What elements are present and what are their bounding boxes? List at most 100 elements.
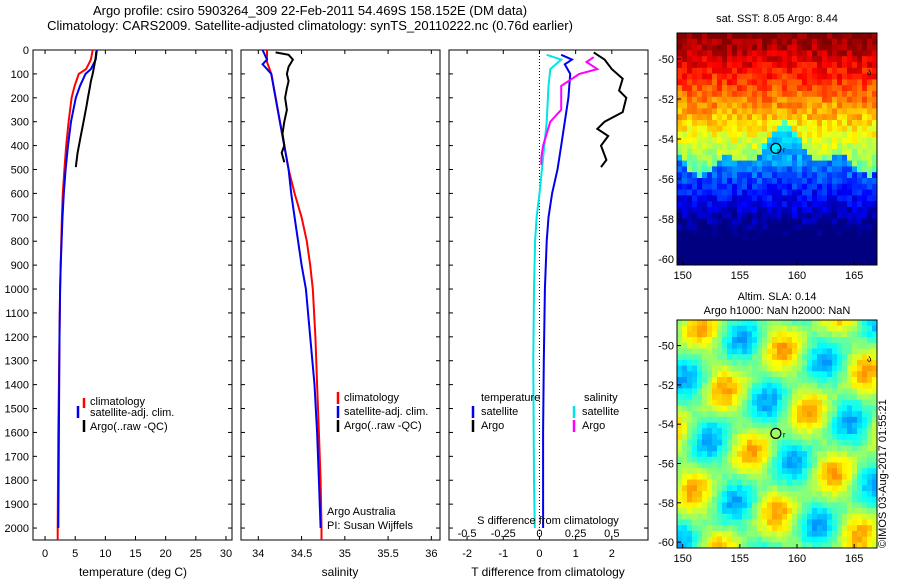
heatmap-cell — [732, 212, 738, 219]
heatmap-cell — [737, 189, 743, 196]
heatmap-cell — [842, 462, 848, 469]
heatmap-cell — [697, 33, 703, 40]
heatmap-cell — [682, 44, 688, 51]
heatmap-cell — [872, 247, 878, 254]
heatmap-cell — [752, 102, 758, 109]
heatmap-cell — [867, 530, 873, 537]
heatmap-cell — [702, 456, 708, 463]
heatmap-cell — [822, 382, 828, 389]
heatmap-cell — [767, 201, 773, 208]
heatmap-cell — [847, 154, 853, 161]
heatmap-cell — [867, 224, 873, 231]
heatmap-cell — [817, 67, 823, 74]
heatmap-cell — [867, 178, 873, 185]
heatmap-cell — [722, 160, 728, 167]
heatmap-cell — [872, 212, 878, 219]
heatmap-cell — [697, 513, 703, 520]
heatmap-cell — [842, 536, 848, 543]
heatmap-cell — [677, 102, 683, 109]
heatmap-cell — [772, 67, 778, 74]
heatmap-cell — [852, 405, 858, 412]
heatmap-cell — [832, 114, 838, 121]
heatmap-cell — [702, 342, 708, 349]
heatmap-cell — [742, 348, 748, 355]
heatmap-cell — [842, 382, 848, 389]
heatmap-cell — [762, 114, 768, 121]
heatmap-cell — [857, 496, 863, 503]
heatmap-cell — [867, 536, 873, 543]
heatmap-cell — [752, 253, 758, 260]
heatmap-cell — [727, 33, 733, 40]
heatmap-cell — [792, 38, 798, 45]
heatmap-cell — [717, 382, 723, 389]
heatmap-cell — [817, 536, 823, 543]
heatmap-cell — [792, 536, 798, 543]
heatmap-cell — [842, 73, 848, 80]
heatmap-cell — [712, 178, 718, 185]
heatmap-cell — [812, 428, 818, 435]
heatmap-cell — [682, 542, 688, 549]
heatmap-cell — [842, 189, 848, 196]
heatmap-cell — [722, 348, 728, 355]
heatmap-cell — [737, 416, 743, 423]
heatmap-cell — [847, 218, 853, 225]
heatmap-cell — [797, 96, 803, 103]
heatmap-cell — [742, 38, 748, 45]
heatmap-cell — [812, 530, 818, 537]
heatmap-cell — [772, 508, 778, 515]
heatmap-cell — [737, 439, 743, 446]
heatmap-cell — [872, 331, 878, 338]
legend-label-satellite: satellite-adj. clim. — [90, 407, 174, 419]
heatmap-cell — [787, 33, 793, 40]
heatmap-cell — [772, 212, 778, 219]
heatmap-cell — [867, 44, 873, 51]
heatmap-cell — [712, 253, 718, 260]
heatmap-cell — [832, 508, 838, 515]
heatmap-cell — [697, 38, 703, 45]
heatmap-cell — [817, 456, 823, 463]
heatmap-cell — [697, 536, 703, 543]
heatmap-cell — [712, 382, 718, 389]
heatmap-cell — [812, 422, 818, 429]
heatmap-cell — [842, 236, 848, 243]
heatmap-cell — [682, 183, 688, 190]
heatmap-cell — [752, 485, 758, 492]
heatmap-cell — [867, 120, 873, 127]
heatmap-cell — [762, 468, 768, 475]
heatmap-cell — [792, 445, 798, 452]
heatmap-cell — [762, 85, 768, 92]
heatmap-cell — [717, 502, 723, 509]
heatmap-cell — [692, 247, 698, 254]
heatmap-cell — [747, 359, 753, 366]
heatmap-cell — [847, 38, 853, 45]
heatmap-cell — [857, 411, 863, 418]
heatmap-cell — [747, 166, 753, 173]
heatmap-cell — [722, 195, 728, 202]
heatmap-cell — [797, 131, 803, 138]
heatmap-cell — [842, 62, 848, 69]
heatmap-cell — [772, 154, 778, 161]
heatmap-cell — [782, 348, 788, 355]
heatmap-cell — [852, 247, 858, 254]
heatmap-cell — [802, 102, 808, 109]
heatmap-cell — [732, 189, 738, 196]
heatmap-cell — [792, 79, 798, 86]
heatmap-cell — [827, 536, 833, 543]
heatmap-cell — [757, 445, 763, 452]
heatmap-cell — [852, 422, 858, 429]
heatmap-cell — [702, 513, 708, 520]
heatmap-cell — [692, 388, 698, 395]
heatmap-cell — [712, 337, 718, 344]
heatmap-cell — [867, 502, 873, 509]
heatmap-cell — [747, 79, 753, 86]
heatmap-cell — [837, 502, 843, 509]
heatmap-cell — [707, 236, 713, 243]
depth-tick-label: 400 — [11, 141, 29, 153]
heatmap-cell — [742, 462, 748, 469]
heatmap-cell — [812, 445, 818, 452]
x-tick-label: 20 — [160, 548, 172, 560]
heatmap-cell — [767, 485, 773, 492]
heatmap-cell — [697, 473, 703, 480]
heatmap-cell — [767, 160, 773, 167]
heatmap-cell — [707, 434, 713, 441]
